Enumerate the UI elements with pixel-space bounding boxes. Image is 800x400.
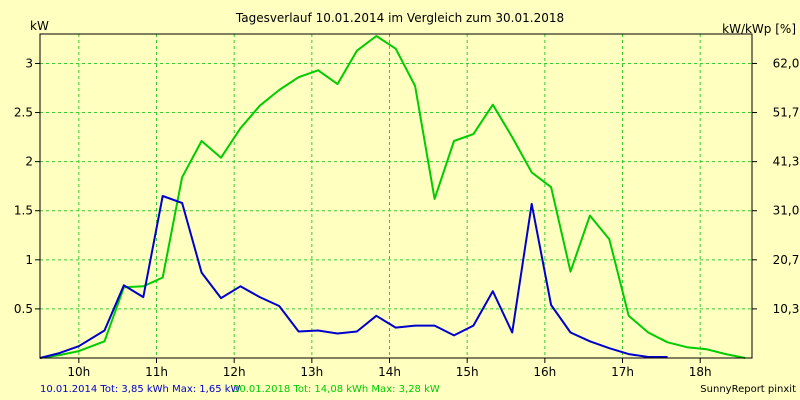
plot-frame <box>39 33 753 359</box>
x-tick-label-8: 18h <box>689 365 712 379</box>
credit-text: SunnyReport pinxit <box>700 384 796 395</box>
plot-background <box>40 34 752 358</box>
y-left-tick-label-0: 0.5 <box>14 302 33 316</box>
y-right-tick-label-1: 20,7 <box>773 253 800 267</box>
x-tick-label-6: 16h <box>533 365 556 379</box>
x-tick-label-1: 11h <box>145 365 168 379</box>
plot-area <box>40 34 752 358</box>
x-tick-label-4: 14h <box>378 365 401 379</box>
x-tick-label-0: 10h <box>67 365 90 379</box>
y-right-tick-label-2: 31,0 <box>773 204 800 218</box>
y-right-tick-label-5: 62,0 <box>773 56 800 70</box>
y-left-tick-label-2: 1.5 <box>14 204 33 218</box>
y-axis-right-label: kW/kWp [%] <box>722 22 796 36</box>
y-right-tick-label-4: 51,7 <box>773 106 800 120</box>
y-left-tick-label-1: 1 <box>25 253 33 267</box>
y-axis-left-label: kW <box>30 19 49 33</box>
x-tick-label-3: 13h <box>300 365 323 379</box>
axes <box>39 33 753 359</box>
x-tick-label-7: 17h <box>611 365 634 379</box>
y-left-tick-label-3: 2 <box>25 155 33 169</box>
y-right-tick-label-0: 10,3 <box>773 302 800 316</box>
y-left-tick-label-4: 2.5 <box>14 106 33 120</box>
tick-labels: 10h 11h 12h 13h 14h 15h 16h 17h 18h0.511.522.531… <box>14 56 799 379</box>
series-layer <box>39 35 746 359</box>
series-line-10.01.2014 <box>39 195 668 359</box>
y-left-tick-label-5: 3 <box>25 56 33 70</box>
chart-title: Tagesverlauf 10.01.2014 im Vergleich zum… <box>235 11 564 25</box>
legend-entry-1: 10.01.2014 Tot: 3,85 kWh Max: 1,65 kW <box>40 384 241 395</box>
series-line-30.01.2018 <box>39 35 746 359</box>
grid-lines <box>40 34 752 358</box>
legend-entry-2: 30.01.2018 Tot: 14,08 kWh Max: 3,28 kW <box>233 384 440 395</box>
x-tick-label-5: 15h <box>456 365 479 379</box>
x-tick-label-2: 12h <box>223 365 246 379</box>
y-right-tick-label-3: 41,3 <box>773 155 800 169</box>
